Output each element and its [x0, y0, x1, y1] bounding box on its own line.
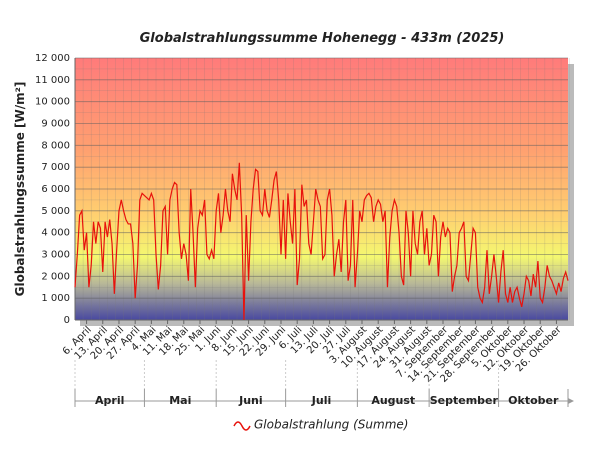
y-tick-label: 6 000 [41, 184, 70, 195]
y-tick-label: 11 000 [35, 75, 70, 86]
y-tick-label: 2 000 [41, 271, 70, 282]
y-tick-label: 0 [64, 315, 70, 326]
legend-label: Globalstrahlung (Summe) [254, 418, 408, 432]
month-label: Mai [169, 394, 191, 407]
y-axis-label: Globalstrahlungssumme [W/m²] [13, 82, 27, 297]
legend-swatch [233, 421, 251, 431]
y-tick-label: 3 000 [41, 250, 70, 261]
month-label: Juni [238, 394, 263, 407]
month-label: Oktober [508, 394, 559, 407]
month-label: September [430, 394, 499, 407]
y-tick-label: 5 000 [41, 206, 70, 217]
month-label: April [95, 394, 124, 407]
month-label: August [371, 394, 415, 407]
y-tick-label: 7 000 [41, 162, 70, 173]
chart-title: Globalstrahlungssumme Hohenegg - 433m (2… [140, 31, 505, 46]
y-tick-label: 4 000 [41, 228, 70, 239]
y-tick-label: 9 000 [41, 119, 70, 130]
y-tick-label: 10 000 [35, 97, 70, 108]
y-tick-label: 12 000 [35, 53, 70, 64]
y-tick-label: 8 000 [41, 140, 70, 151]
month-axis-arrow [568, 398, 574, 404]
y-tick-label: 1 000 [41, 293, 70, 304]
month-label: Juli [311, 394, 331, 407]
data-line [74, 162, 569, 321]
